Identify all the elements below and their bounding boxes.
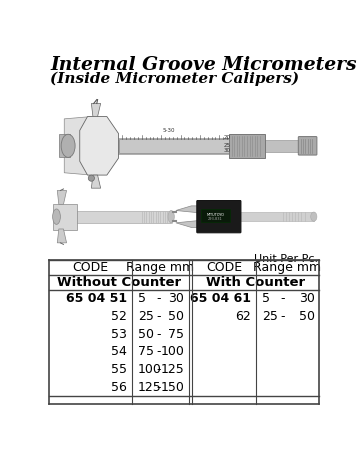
Bar	[45, 73, 323, 257]
Text: Internal Groove Micrometers: Internal Groove Micrometers	[50, 56, 357, 75]
Text: CODE: CODE	[206, 261, 242, 274]
Text: (Inside Micrometer Calipers): (Inside Micrometer Calipers)	[50, 71, 299, 86]
FancyBboxPatch shape	[264, 140, 302, 152]
Text: Range mm: Range mm	[126, 261, 195, 274]
Text: 5-30: 5-30	[163, 128, 175, 133]
Text: 56: 56	[111, 381, 127, 394]
Text: 20: 20	[224, 136, 230, 141]
FancyBboxPatch shape	[229, 133, 265, 158]
Text: 150: 150	[160, 381, 185, 394]
Text: CODE: CODE	[72, 261, 108, 274]
Text: 100: 100	[160, 345, 185, 358]
Polygon shape	[57, 191, 66, 204]
Text: -: -	[157, 363, 161, 376]
Text: 50: 50	[299, 310, 314, 323]
Text: 30: 30	[299, 292, 314, 305]
Text: 25: 25	[224, 142, 230, 147]
Text: Unit Per Pc.: Unit Per Pc.	[253, 254, 318, 264]
Text: 53: 53	[111, 327, 127, 341]
Text: 54: 54	[111, 345, 127, 358]
Text: 75: 75	[168, 327, 185, 341]
Polygon shape	[92, 175, 101, 188]
Text: 50: 50	[168, 310, 185, 323]
Text: 52: 52	[111, 310, 127, 323]
FancyBboxPatch shape	[74, 211, 171, 223]
Text: -: -	[157, 327, 161, 341]
FancyBboxPatch shape	[298, 136, 317, 155]
Text: -: -	[280, 310, 285, 323]
Text: -: -	[157, 345, 161, 358]
FancyBboxPatch shape	[72, 138, 231, 153]
Text: 50: 50	[138, 327, 154, 341]
Text: MITUTOYO: MITUTOYO	[206, 213, 224, 217]
Text: 25: 25	[138, 310, 154, 323]
Text: 125: 125	[160, 363, 185, 376]
Text: Without Counter: Without Counter	[57, 276, 181, 289]
Ellipse shape	[53, 209, 60, 224]
Circle shape	[88, 175, 94, 181]
Polygon shape	[57, 229, 66, 243]
Polygon shape	[80, 116, 118, 175]
Text: 55: 55	[111, 363, 127, 376]
Bar	[49, 260, 319, 404]
Text: -: -	[280, 292, 285, 305]
Polygon shape	[176, 206, 199, 213]
FancyBboxPatch shape	[59, 134, 70, 158]
Text: 65 04 61: 65 04 61	[190, 292, 251, 305]
Text: 30: 30	[224, 148, 230, 153]
Ellipse shape	[311, 212, 317, 221]
FancyBboxPatch shape	[240, 212, 314, 221]
Text: 100: 100	[138, 363, 162, 376]
Text: -: -	[157, 381, 161, 394]
Text: Range mm: Range mm	[253, 261, 322, 274]
Text: 30: 30	[168, 292, 185, 305]
Text: 293-831: 293-831	[208, 217, 223, 221]
Polygon shape	[64, 116, 92, 175]
FancyBboxPatch shape	[197, 201, 241, 233]
Polygon shape	[92, 104, 101, 116]
Text: 25: 25	[262, 310, 278, 323]
Text: -: -	[157, 292, 161, 305]
FancyBboxPatch shape	[53, 203, 77, 230]
Text: 125: 125	[138, 381, 162, 394]
Ellipse shape	[168, 211, 174, 223]
Polygon shape	[176, 220, 199, 228]
Ellipse shape	[61, 134, 75, 158]
Text: 62: 62	[235, 310, 251, 323]
Text: -: -	[157, 310, 161, 323]
FancyBboxPatch shape	[118, 139, 231, 153]
FancyBboxPatch shape	[201, 209, 230, 223]
Text: With Counter: With Counter	[206, 276, 305, 289]
Text: 75: 75	[138, 345, 154, 358]
Text: 5: 5	[138, 292, 146, 305]
Text: 5: 5	[262, 292, 270, 305]
Text: 65 04 51: 65 04 51	[66, 292, 127, 305]
